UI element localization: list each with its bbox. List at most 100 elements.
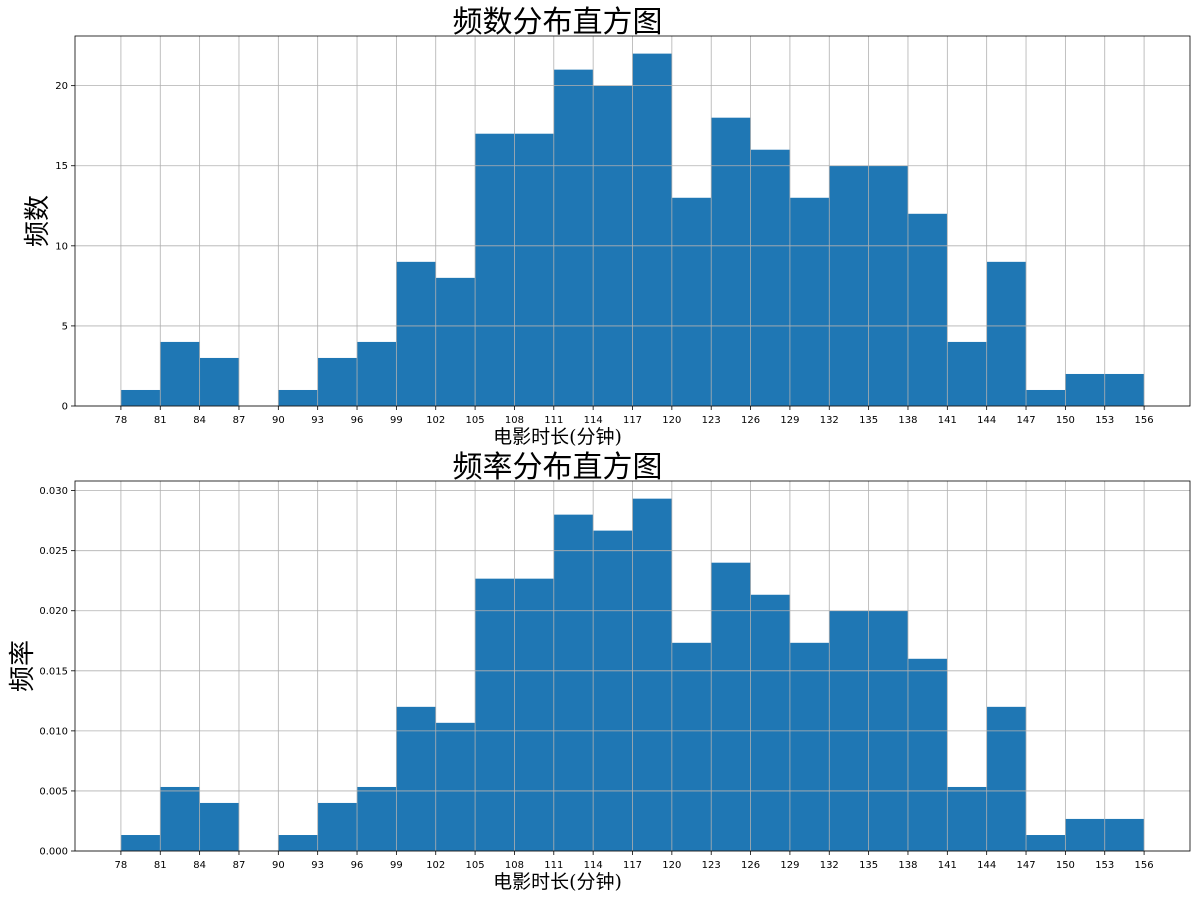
x-tick-label: 126 bbox=[741, 415, 760, 426]
chart-2: 78 81 84 87 90 93 96 99 102 105 108 111 114 117 120 123… bbox=[8, 450, 1191, 893]
histogram-bar bbox=[789, 197, 830, 406]
x-tick-label: 153 bbox=[1095, 860, 1114, 871]
histogram-bar bbox=[789, 642, 830, 851]
x-tick-label: 141 bbox=[938, 860, 957, 871]
histogram-bar bbox=[1065, 373, 1105, 406]
x-tick-label: 150 bbox=[1056, 860, 1075, 871]
x-tick-label: 120 bbox=[662, 415, 681, 426]
histogram-bar bbox=[1026, 835, 1066, 851]
x-tick-label: 105 bbox=[466, 860, 485, 871]
chart-1: 78 81 84 87 90 93 96 99 102 105 108 111 114 117 120 123… bbox=[23, 5, 1191, 448]
y-tick-label: 10 bbox=[55, 241, 68, 252]
x-tick-label: 99 bbox=[390, 860, 403, 871]
x-tick-label: 156 bbox=[1135, 860, 1154, 871]
x-tick-label: 153 bbox=[1095, 415, 1114, 426]
x-tick-label: 114 bbox=[584, 415, 603, 426]
x-tick-label: 156 bbox=[1135, 415, 1154, 426]
histogram-bar bbox=[435, 722, 476, 851]
x-tick-label: 129 bbox=[780, 415, 799, 426]
histogram-bar bbox=[750, 149, 790, 406]
y-axis-label: 频率 bbox=[8, 640, 38, 692]
x-tick-label: 105 bbox=[466, 415, 485, 426]
histogram-bar bbox=[357, 341, 397, 406]
x-tick-label: 114 bbox=[584, 860, 603, 871]
x-tick-label: 132 bbox=[820, 415, 839, 426]
y-tick-label: 15 bbox=[55, 161, 68, 172]
histogram-bar bbox=[632, 498, 672, 851]
histogram-bar bbox=[593, 530, 633, 851]
x-tick-label: 132 bbox=[820, 860, 839, 871]
histogram-bar bbox=[907, 213, 948, 406]
x-axis-label: 电影时长(分钟) bbox=[493, 871, 622, 893]
x-tick-label: 135 bbox=[859, 860, 878, 871]
histogram-bar bbox=[553, 69, 594, 406]
histogram-bar bbox=[199, 802, 239, 851]
histogram-bar bbox=[947, 786, 987, 851]
x-tick-label: 96 bbox=[351, 860, 364, 871]
x-tick-label: 93 bbox=[311, 415, 324, 426]
x-tick-label: 138 bbox=[898, 415, 917, 426]
x-tick-label: 117 bbox=[623, 415, 642, 426]
x-tick-label: 81 bbox=[154, 860, 167, 871]
x-tick-label: 111 bbox=[544, 860, 563, 871]
histogram-bar bbox=[986, 706, 1027, 851]
x-tick-label: 99 bbox=[390, 415, 403, 426]
histogram-bar bbox=[868, 165, 908, 406]
x-tick-label: 90 bbox=[272, 415, 285, 426]
histogram-bar bbox=[120, 835, 161, 851]
histogram-bar bbox=[396, 261, 436, 406]
histogram-bar bbox=[475, 578, 515, 851]
y-tick-label: 0.010 bbox=[39, 726, 68, 737]
x-tick-label: 78 bbox=[115, 415, 128, 426]
histogram-bar bbox=[907, 658, 948, 851]
histogram-bar bbox=[671, 642, 712, 851]
histogram-bar bbox=[1026, 389, 1066, 406]
histogram-bar bbox=[435, 277, 476, 406]
y-axis-label: 频数 bbox=[23, 195, 53, 247]
histogram-bar bbox=[396, 706, 436, 851]
histogram-bar bbox=[711, 562, 751, 851]
y-tick-label: 0.000 bbox=[39, 847, 68, 858]
x-tick-label: 111 bbox=[544, 415, 563, 426]
x-tick-label: 135 bbox=[859, 415, 878, 426]
x-tick-label: 123 bbox=[702, 415, 721, 426]
histogram-bar bbox=[1065, 818, 1105, 851]
x-tick-label: 147 bbox=[1016, 415, 1035, 426]
x-tick-label: 90 bbox=[272, 860, 285, 871]
histogram-bar bbox=[278, 835, 318, 851]
histogram-bar bbox=[829, 165, 869, 406]
x-tick-label: 138 bbox=[898, 860, 917, 871]
y-tick-label: 0 bbox=[62, 402, 68, 413]
x-tick-label: 123 bbox=[702, 860, 721, 871]
chart-title: 频数分布直方图 bbox=[453, 5, 663, 40]
histogram-bar bbox=[120, 389, 161, 406]
histogram-bar bbox=[711, 117, 751, 406]
x-tick-label: 129 bbox=[780, 860, 799, 871]
histogram-bar bbox=[553, 514, 594, 851]
histogram-bar bbox=[317, 357, 358, 406]
x-tick-label: 126 bbox=[741, 860, 760, 871]
histogram-bar bbox=[357, 786, 397, 851]
y-tick-label: 0.020 bbox=[39, 606, 68, 617]
x-tick-label: 144 bbox=[977, 860, 996, 871]
x-tick-label: 117 bbox=[623, 860, 642, 871]
x-tick-label: 84 bbox=[193, 860, 206, 871]
x-tick-label: 93 bbox=[311, 860, 324, 871]
x-tick-label: 81 bbox=[154, 415, 167, 426]
histogram-bar bbox=[199, 357, 239, 406]
histogram-bar bbox=[1104, 818, 1145, 851]
x-tick-label: 147 bbox=[1016, 860, 1035, 871]
y-tick-label: 0.030 bbox=[39, 486, 68, 497]
chart-title: 频率分布直方图 bbox=[453, 450, 663, 485]
x-tick-label: 141 bbox=[938, 415, 957, 426]
x-tick-label: 87 bbox=[233, 415, 246, 426]
x-tick-label: 96 bbox=[351, 415, 364, 426]
y-tick-label: 20 bbox=[55, 81, 68, 92]
histogram-bar bbox=[317, 802, 358, 851]
histogram-bar bbox=[475, 133, 515, 406]
histogram-bar bbox=[514, 133, 554, 406]
histogram-bar bbox=[986, 261, 1027, 406]
y-tick-label: 0.015 bbox=[39, 666, 68, 677]
histogram-bar bbox=[750, 594, 790, 851]
